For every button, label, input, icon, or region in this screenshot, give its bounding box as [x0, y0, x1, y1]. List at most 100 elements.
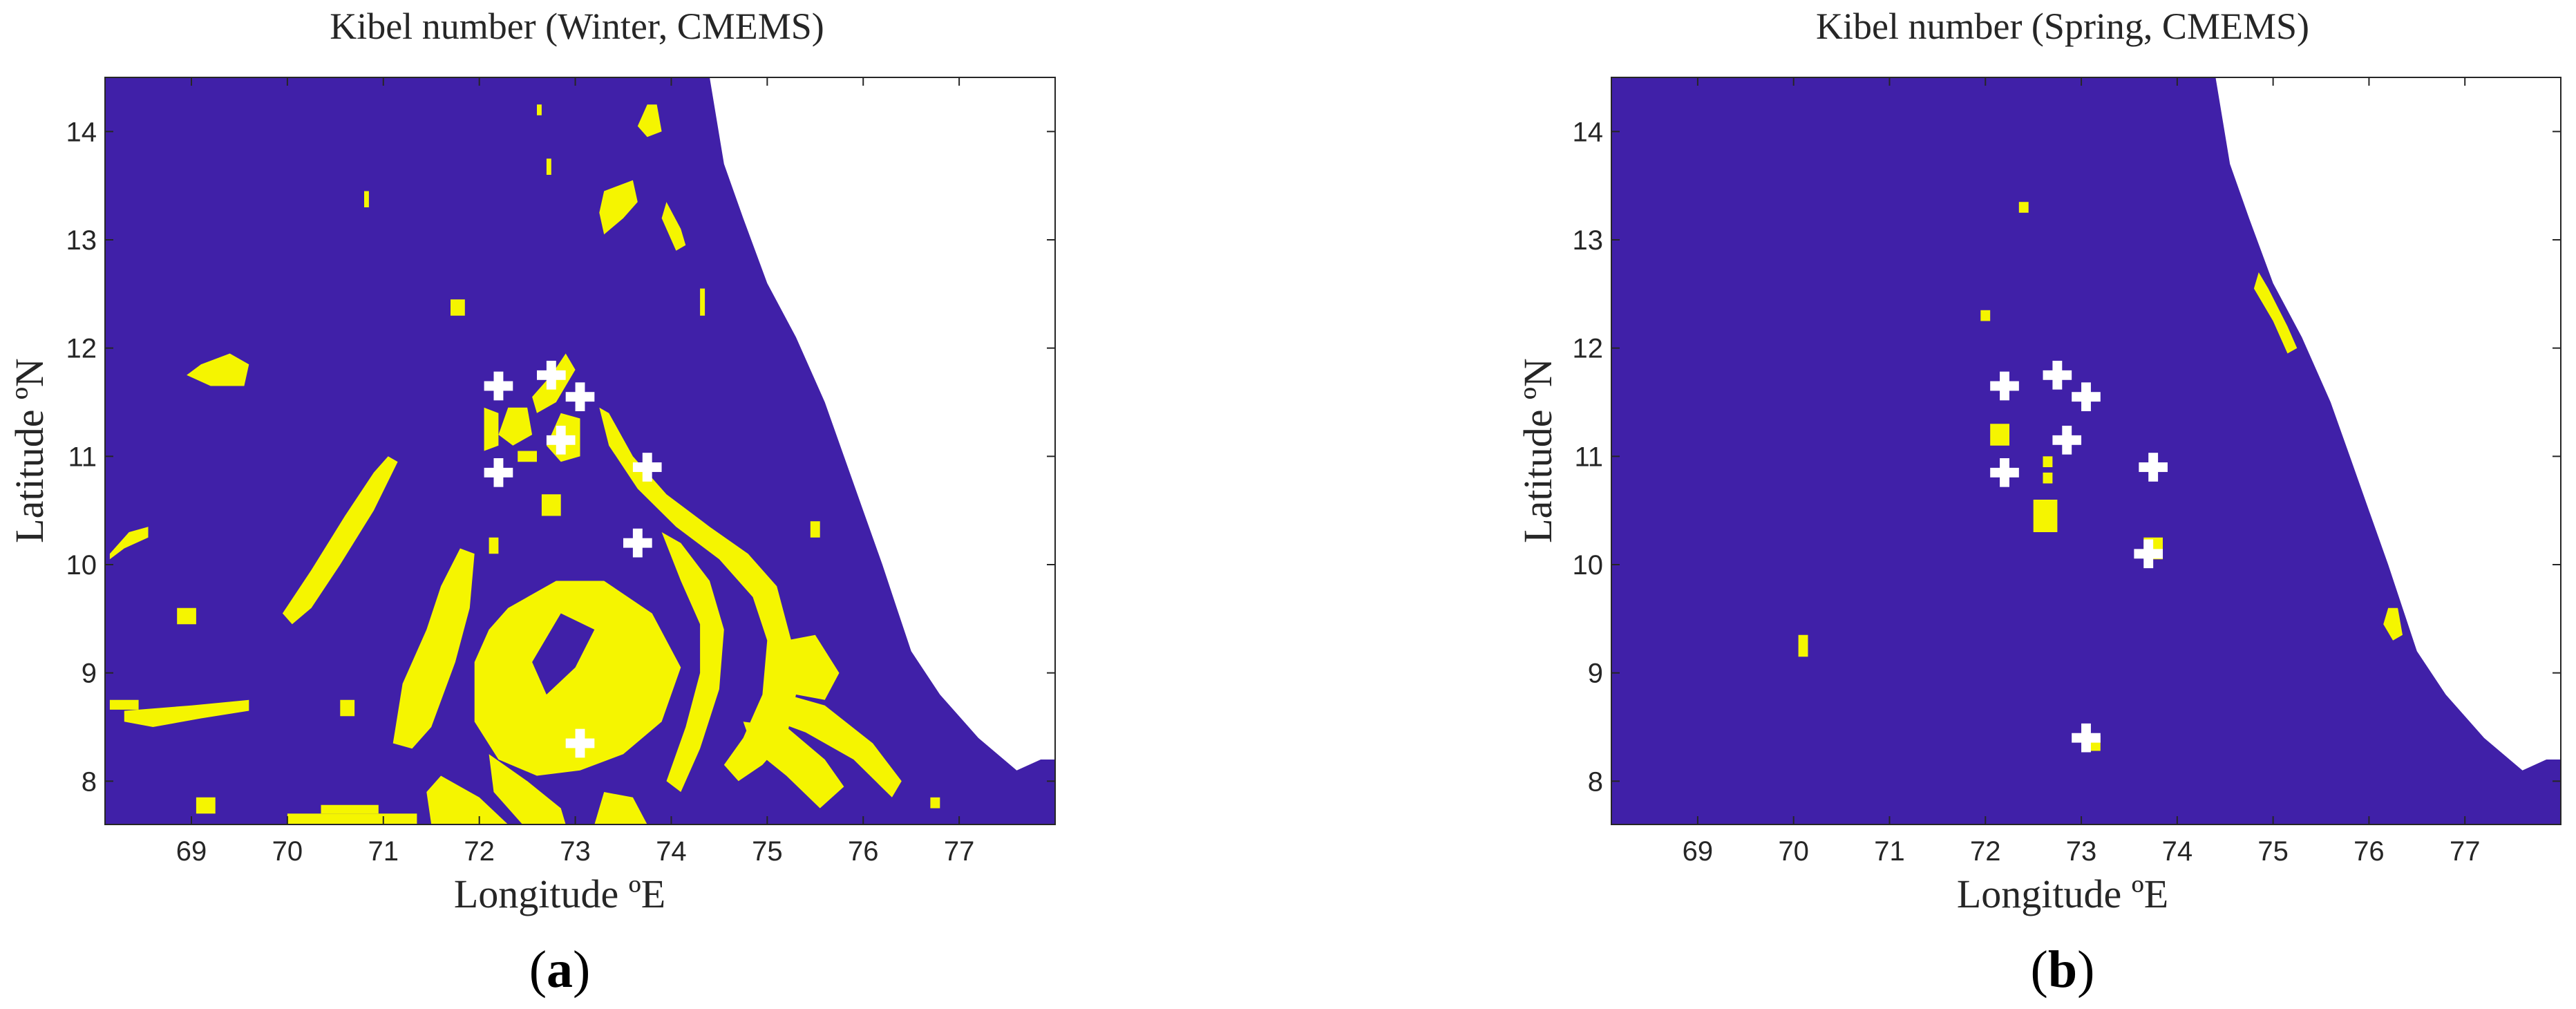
island-marker: [484, 371, 513, 401]
y-tick-label: 13: [1573, 225, 1604, 256]
yellow-region: [546, 158, 551, 175]
y-tick-label: 13: [66, 225, 97, 256]
y-tick-label: 8: [1588, 766, 1603, 797]
x-axis-ticks: 69 70 71 72 73 74 75 76 77: [176, 77, 975, 867]
plot-area: [1611, 77, 2561, 825]
x-tick-label: 71: [1874, 836, 1905, 867]
island-marker: [2043, 361, 2072, 390]
y-axis-ticks: 8 9 10 11 12 13 14: [66, 117, 1055, 797]
yellow-region: [2383, 607, 2403, 641]
island-marker: [2072, 723, 2101, 753]
x-axis-ticks: 69 70 71 72 73 74 75 76 77: [1683, 77, 2481, 867]
island-marker: [1990, 458, 2019, 487]
yellow-region: [321, 804, 379, 814]
yellow-region: [518, 451, 537, 462]
plot-content: [1611, 77, 2561, 824]
yellow-region: [196, 797, 216, 814]
y-tick-label: 14: [1573, 117, 1604, 147]
yellow-region: [474, 581, 681, 776]
chart-title: Kibel number (Winter, CMEMS): [330, 6, 824, 47]
yellow-region: [2018, 202, 2029, 213]
y-tick-label: 10: [1573, 550, 1604, 581]
yellow-region: [484, 407, 499, 451]
yellow-region: [1990, 424, 2009, 446]
y-tick-label: 9: [1588, 659, 1603, 689]
yellow-region: [287, 813, 417, 824]
yellow-region: [762, 689, 902, 798]
y-axis-label: Latitude ºN: [1515, 358, 1560, 543]
x-tick-label: 73: [2066, 836, 2097, 867]
island-marker: [623, 528, 652, 558]
land-mask: [710, 77, 1055, 771]
yellow-region: [2043, 456, 2053, 467]
yellow-region: [340, 699, 355, 717]
island-marker: [2052, 426, 2082, 455]
x-axis-label: Longitude ºE: [1957, 871, 2168, 916]
x-tick-label: 75: [752, 836, 783, 867]
island-marker: [2139, 453, 2168, 482]
x-tick-label: 71: [368, 836, 399, 867]
island-marker: [1990, 371, 2019, 401]
axes-frame: [104, 77, 1056, 825]
yellow-region: [700, 288, 705, 316]
x-tick-label: 74: [2162, 836, 2193, 867]
chart-panel-a: Kibel number (Winter, CMEMS) 69 70 71 72 73 7…: [7, 6, 1056, 999]
yellow-region: [541, 494, 561, 516]
y-axis-ticks: 8 9 10 11 12 13 14: [1573, 117, 2561, 797]
island-marker: [565, 728, 595, 758]
x-tick-label: 69: [176, 836, 207, 867]
chart-title: Kibel number (Spring, CMEMS): [1816, 6, 2309, 47]
yellow-region: [282, 456, 398, 625]
yellow-region: [109, 699, 139, 710]
x-tick-label: 69: [1683, 836, 1714, 867]
yellow-region: [930, 797, 940, 809]
x-tick-label: 76: [848, 836, 879, 867]
yellow-region: [109, 527, 149, 560]
y-tick-label: 12: [1573, 334, 1604, 364]
x-tick-label: 72: [1970, 836, 2001, 867]
yellow-region: [364, 191, 369, 207]
yellow-region: [594, 792, 647, 824]
x-tick-label: 70: [272, 836, 303, 867]
y-tick-label: 11: [1574, 442, 1603, 472]
x-axis-label: Longitude ºE: [454, 871, 665, 916]
axes-frame: [1611, 77, 2561, 825]
yellow-region: [187, 353, 249, 386]
x-tick-label: 73: [560, 836, 591, 867]
yellow-region: [177, 607, 196, 625]
y-axis-label: Latitude ºN: [7, 358, 52, 543]
yellow-region: [451, 299, 465, 316]
yellow-region: [637, 104, 662, 138]
yellow-region: [426, 775, 509, 824]
plot-content: [105, 77, 1055, 824]
yellow-region: [498, 407, 533, 446]
x-tick-label: 70: [1778, 836, 1809, 867]
yellow-region: [1980, 310, 1991, 321]
yellow-region: [599, 180, 638, 235]
yellow-region: [661, 202, 686, 251]
x-tick-label: 76: [2354, 836, 2385, 867]
yellow-region: [489, 537, 499, 554]
yellow-region: [661, 532, 724, 792]
x-tick-label: 77: [2450, 836, 2481, 867]
island-marker: [537, 361, 566, 390]
yellow-region: [392, 548, 475, 749]
x-tick-label: 74: [656, 836, 687, 867]
island-marker: [632, 453, 662, 482]
yellow-region: [743, 722, 844, 809]
y-tick-label: 8: [82, 766, 97, 797]
land-mask: [2215, 77, 2561, 771]
yellow-region: [2253, 272, 2298, 354]
y-tick-label: 11: [68, 442, 97, 472]
panel-label: (b): [2031, 941, 2095, 999]
yellow-region: [124, 699, 249, 727]
x-tick-label: 77: [944, 836, 975, 867]
x-tick-label: 72: [464, 836, 495, 867]
yellow-region: [537, 104, 542, 115]
panel-label: (a): [529, 941, 591, 999]
yellow-region: [777, 634, 840, 700]
x-tick-label: 75: [2257, 836, 2289, 867]
chart-panel-b: Kibel number (Spring, CMEMS) 69 70 71 72 73 7…: [1515, 6, 2561, 999]
region-hole: [532, 613, 595, 695]
